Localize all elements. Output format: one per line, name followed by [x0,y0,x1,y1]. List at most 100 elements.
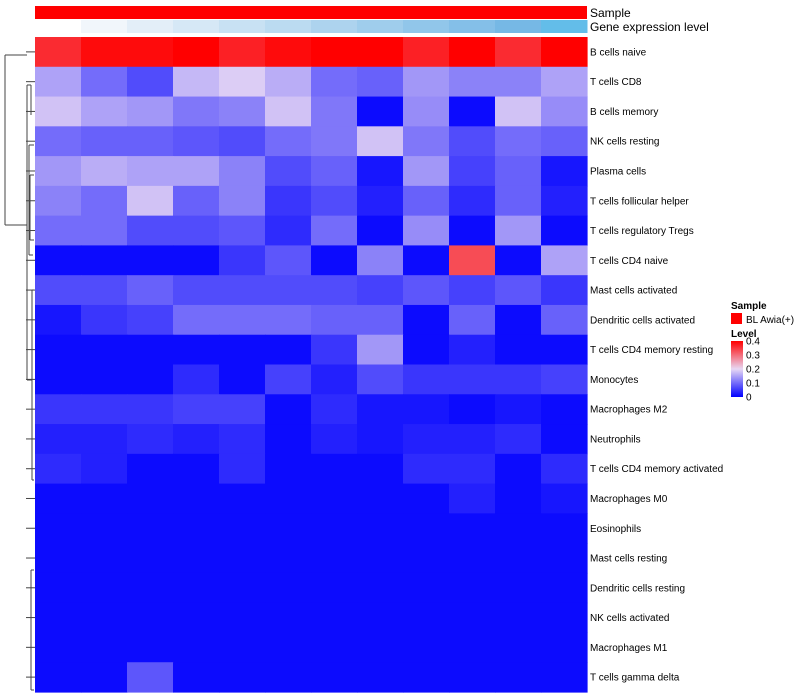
heatmap-cell [219,96,266,127]
heatmap-cell [173,543,220,574]
heatmap-cell [35,185,82,217]
heatmap-cell [495,275,542,306]
heatmap-cell [495,37,542,68]
heatmap-cell [357,572,404,604]
expression-annotation-cell [173,20,220,33]
legend-tick-label: 0.4 [746,337,760,348]
heatmap-cell [357,156,404,187]
heatmap-cell [403,543,450,574]
legend-color-bar [731,341,743,397]
heatmap-cell [127,483,174,514]
row-label: T cells CD8 [590,77,642,88]
row-label: Mast cells activated [590,286,677,297]
heatmap-cell [219,245,266,276]
row-label: Dendritic cells resting [590,583,685,594]
heatmap-cell [357,394,404,425]
heatmap-cell [173,632,220,663]
heatmap-cell [127,245,174,276]
heatmap-cell [311,275,358,306]
heatmap-cell [449,66,496,98]
heatmap-cell [173,126,220,157]
heatmap-cell [495,215,542,247]
heatmap-cell [127,513,174,544]
heatmap-cell [265,275,312,306]
heatmap-cell [541,364,588,395]
heatmap-cell [265,602,312,634]
heatmap-cell [403,394,450,425]
heatmap-cell [265,662,312,693]
heatmap-cell [357,185,404,217]
heatmap-cell [173,215,220,247]
expression-annotation-cell [495,20,542,33]
heatmap-cell [311,572,358,604]
heatmap-cell [127,304,174,336]
heatmap-cell [127,543,174,574]
legend-tick-label: 0.1 [746,379,760,390]
heatmap-cell [219,483,266,514]
expression-annotation-cell [357,20,404,33]
heatmap-cell [219,662,266,693]
heatmap-cell [127,662,174,693]
heatmap-cell [265,245,312,276]
heatmap-cell [495,453,542,485]
heatmap-cell [127,394,174,425]
heatmap-cell [449,543,496,574]
heatmap-cell [127,572,174,604]
heatmap-cell [403,96,450,127]
heatmap-cell [219,572,266,604]
heatmap-cell [35,304,82,336]
expression-annotation-cell [541,20,588,33]
heatmap-cell [357,424,404,455]
row-dendrogram [4,51,35,691]
heatmap-cell [35,513,82,544]
heatmap-cell [81,304,128,336]
heatmap-cell [219,394,266,425]
expression-annotation-cell [35,20,82,33]
heatmap-cell [495,602,542,634]
heatmap-cell [173,602,220,634]
heatmap-cell [357,215,404,247]
heatmap-cell [541,304,588,336]
heatmap-cell [35,37,82,68]
sample-annotation-bar [35,6,587,19]
heatmap-cell [127,453,174,485]
heatmap-cell [495,632,542,663]
heatmap-cell [81,96,128,127]
heatmap-cell [311,66,358,98]
heatmap-cell [311,126,358,157]
heatmap-cell [173,156,220,187]
heatmap-cell [265,334,312,366]
heatmap-cell [35,453,82,485]
heatmap-cell [541,662,588,693]
heatmap-cell [541,632,588,663]
heatmap-cell [35,334,82,366]
heatmap-cell [219,602,266,634]
heatmap-cell [495,334,542,366]
heatmap-cell [127,185,174,217]
row-label: Eosinophils [590,524,641,535]
heatmap-cell [541,96,588,127]
heatmap-cell [449,245,496,276]
heatmap-cell [495,543,542,574]
heatmap-cell [81,662,128,693]
heatmap-cell [127,334,174,366]
heatmap-cell [81,632,128,663]
heatmap-cell [541,37,588,68]
heatmap-cell [311,632,358,663]
heatmap-cell [495,156,542,187]
legend-tick-label: 0.3 [746,351,760,362]
legend-tick-label: 0 [746,393,752,404]
heatmap-cell [495,483,542,514]
heatmap-cell [127,215,174,247]
expression-annotation-label: Gene expression level [590,20,709,34]
heatmap-cell [403,572,450,604]
row-label: Macrophages M0 [590,494,668,505]
heatmap-cell [357,126,404,157]
heatmap-cell [35,215,82,247]
heatmap-cell [357,543,404,574]
heatmap-cell [449,126,496,157]
heatmap-cell [81,602,128,634]
heatmap-cell [173,394,220,425]
row-label: Dendritic cells activated [590,315,695,326]
